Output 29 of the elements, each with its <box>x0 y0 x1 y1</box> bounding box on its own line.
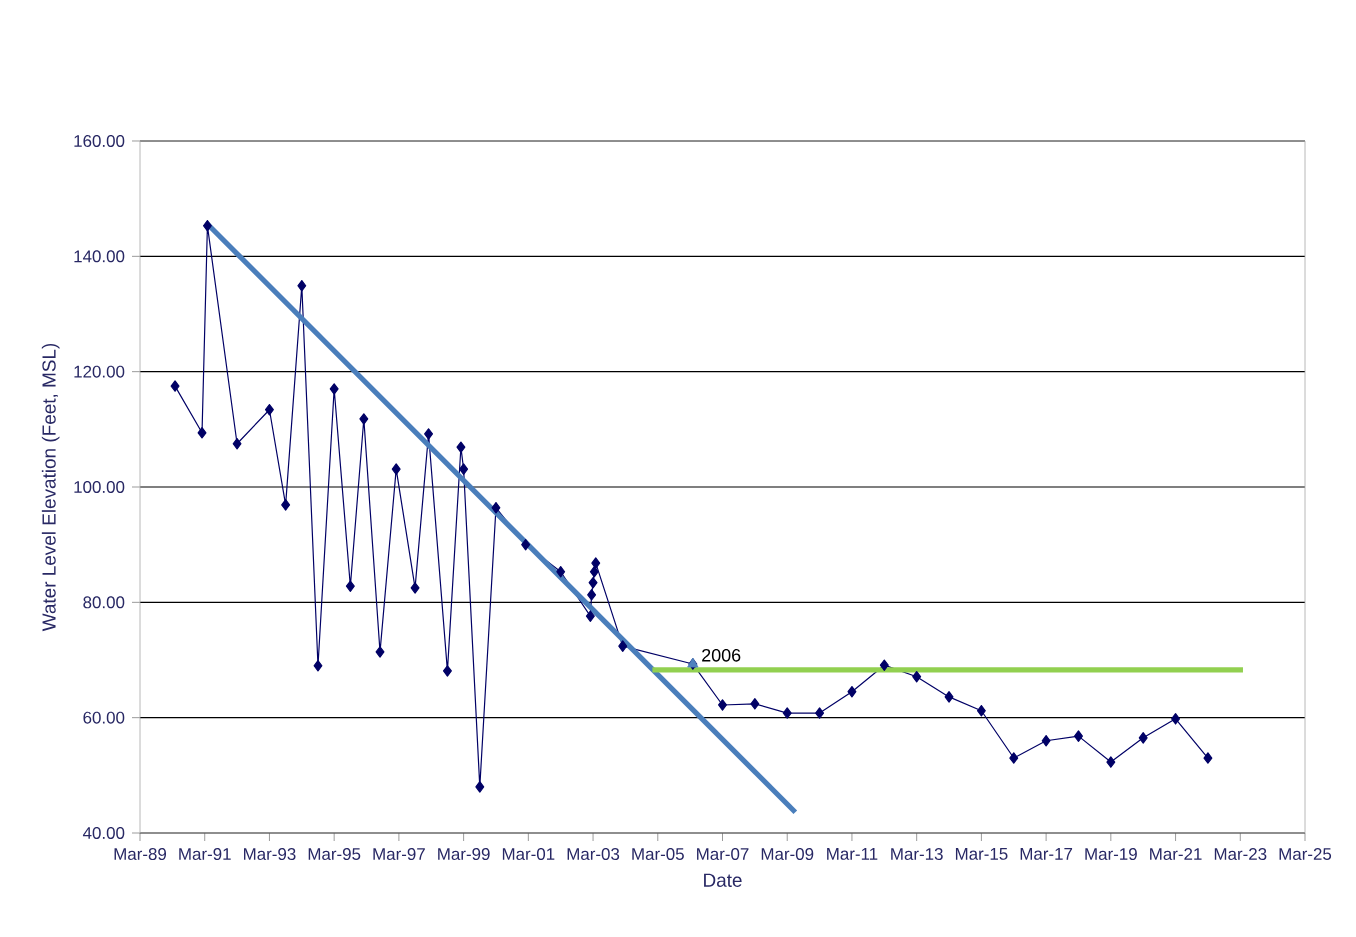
x-tick-label: Mar-23 <box>1214 848 1267 861</box>
x-tick-label: Mar-19 <box>1085 848 1137 861</box>
x-tick-label: Mar-15 <box>955 848 1008 860</box>
y-tick-label: 100.00 <box>74 481 125 493</box>
x-tick-label: Mar-95 <box>308 848 361 861</box>
x-tick-label: Mar-25 <box>1279 848 1332 861</box>
annotation: 2006 <box>702 648 741 662</box>
y-tick-label: 40.00 <box>82 827 125 839</box>
x-tick-label: Mar-05 <box>632 848 684 861</box>
y-tick-label: 140.00 <box>74 250 125 263</box>
y-axis-title: Water Level Elevation (Feet, MSL) <box>41 343 60 632</box>
x-tick-label: Mar-17 <box>1020 848 1073 860</box>
x-tick-label: Mar-97 <box>373 848 425 861</box>
x-tick-label: Mar-03 <box>567 848 620 861</box>
x-tick-label: Mar-89 <box>114 848 167 861</box>
y-tick-label: 80.00 <box>83 596 125 609</box>
x-tick-label: Mar-91 <box>179 848 231 861</box>
x-tick-label: Mar-01 <box>502 848 555 861</box>
y-tick-label: 160.00 <box>74 135 125 147</box>
x-tick-label: Mar-93 <box>244 848 296 861</box>
x-tick-label: Mar-13 <box>891 848 943 861</box>
y-tick-label: 60.00 <box>83 711 125 724</box>
x-tick-label: Mar-07 <box>697 848 749 861</box>
x-tick-label: Mar-99 <box>438 848 490 861</box>
y-tick-label: 120.00 <box>74 365 125 378</box>
x-tick-label: Mar-21 <box>1150 848 1202 861</box>
x-tick-label: Mar-11 <box>827 848 878 860</box>
x-axis-title: Date <box>704 873 742 887</box>
x-tick-label: Mar-09 <box>761 848 814 861</box>
